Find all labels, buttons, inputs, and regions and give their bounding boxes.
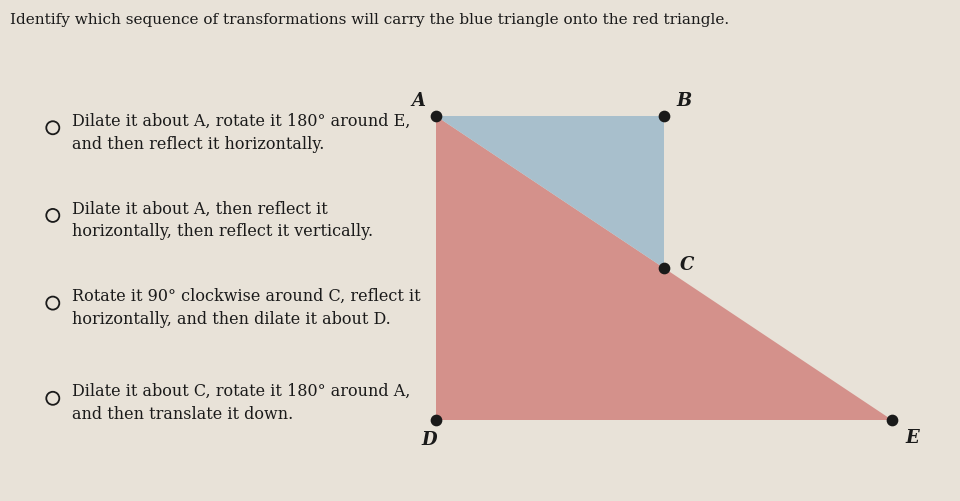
- Text: D: D: [421, 431, 437, 449]
- Polygon shape: [437, 116, 893, 420]
- Text: B: B: [677, 92, 692, 110]
- Point: [657, 264, 672, 272]
- Point: [885, 416, 900, 424]
- Text: Rotate it 90° clockwise around C, reflect it
horizontally, and then dilate it ab: Rotate it 90° clockwise around C, reflec…: [72, 288, 420, 328]
- Text: Identify which sequence of transformations will carry the blue triangle onto the: Identify which sequence of transformatio…: [10, 13, 729, 27]
- Text: A: A: [411, 92, 425, 110]
- Point: [429, 416, 444, 424]
- Text: Dilate it about A, then reflect it
horizontally, then reflect it vertically.: Dilate it about A, then reflect it horiz…: [72, 200, 373, 240]
- Point: [429, 112, 444, 120]
- Text: Dilate it about C, rotate it 180° around A,
and then translate it down.: Dilate it about C, rotate it 180° around…: [72, 383, 410, 423]
- Point: [657, 112, 672, 120]
- Polygon shape: [437, 116, 664, 268]
- Text: Dilate it about A, rotate it 180° around E,
and then reflect it horizontally.: Dilate it about A, rotate it 180° around…: [72, 113, 410, 153]
- Text: C: C: [680, 256, 694, 274]
- Text: E: E: [905, 429, 919, 447]
